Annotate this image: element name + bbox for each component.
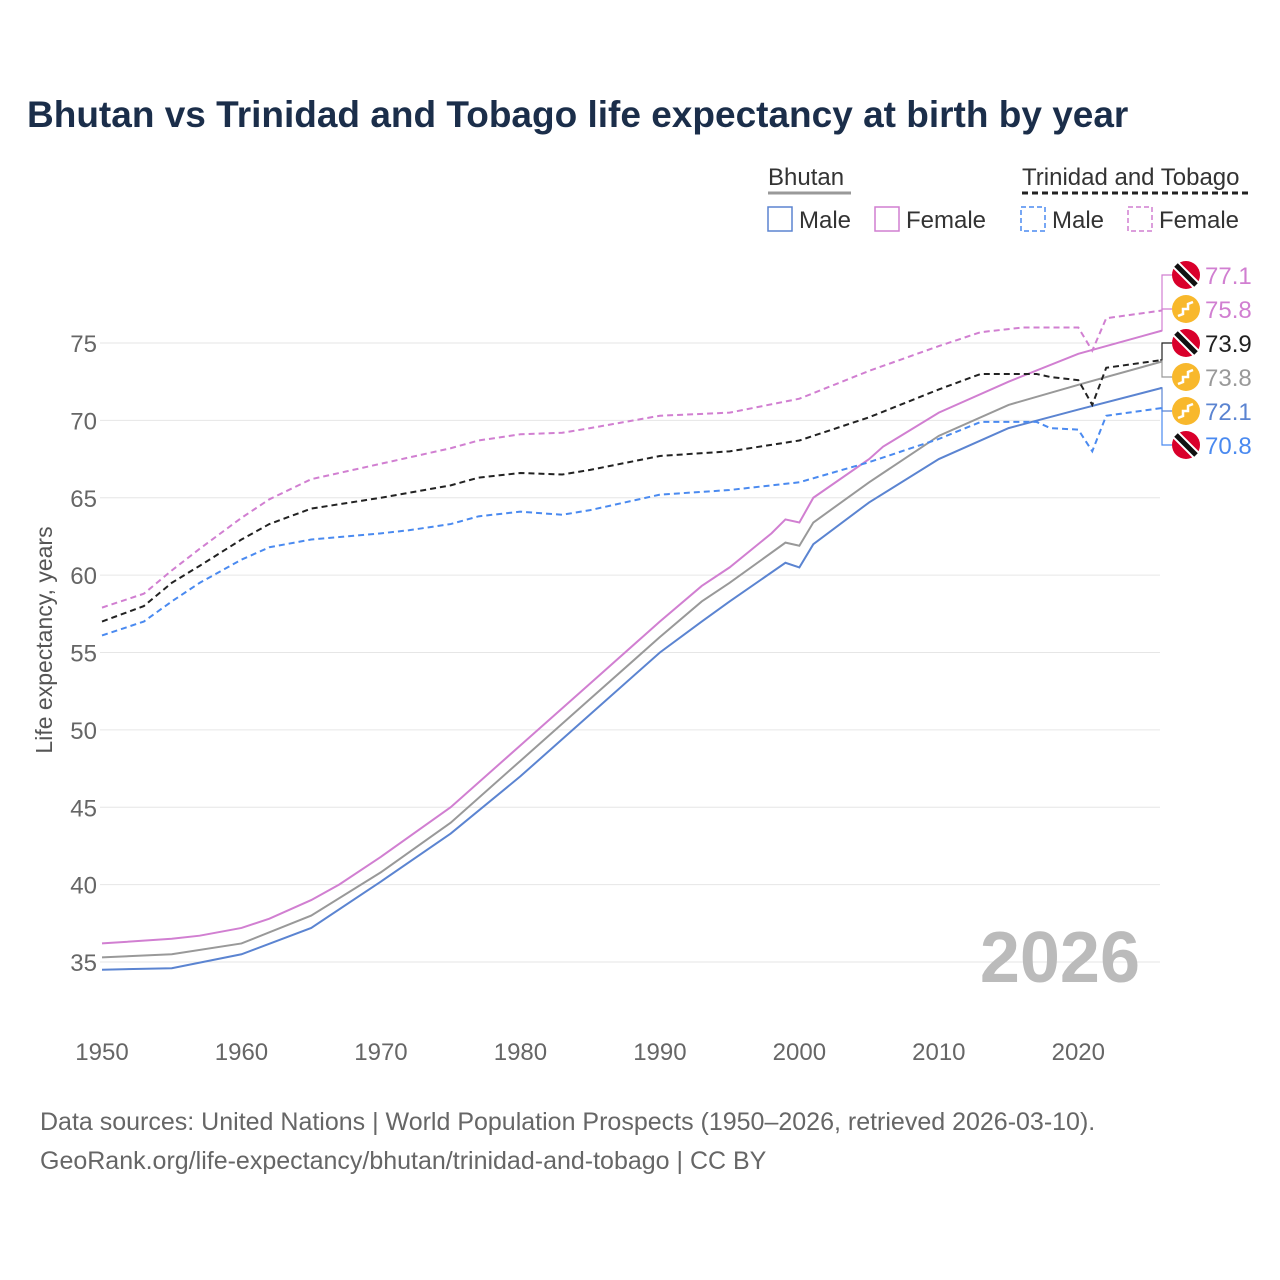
series-line [101, 386, 1163, 971]
dragon-glyph [1177, 300, 1194, 318]
chart-title: Bhutan vs Trinidad and Tobago life expec… [27, 94, 1129, 135]
series-line [101, 407, 1163, 637]
end-value-label: 73.9 [1205, 331, 1252, 358]
series-line [101, 360, 1163, 959]
y-tick-label: 70 [70, 408, 97, 435]
y-axis-label: Life expectancy, years [31, 526, 57, 753]
year-label: 2026 [980, 918, 1140, 998]
x-tick-label: 1990 [633, 1039, 686, 1066]
dragon-glyph [1177, 368, 1194, 386]
label-connector [1160, 360, 1172, 378]
y-tick-label: 45 [70, 795, 97, 822]
y-tick-label: 40 [70, 873, 97, 900]
flag-stripe [1174, 331, 1198, 355]
legend-item: Female [906, 207, 986, 234]
series-line [101, 359, 1163, 623]
flag-stripe [1174, 433, 1198, 457]
x-tick-label: 2020 [1052, 1039, 1105, 1066]
y-tick-label: 35 [70, 950, 97, 977]
legend-item: Female [1159, 207, 1239, 234]
x-tick-label: 1970 [354, 1039, 407, 1066]
end-value-label: 77.1 [1205, 263, 1252, 290]
y-tick-label: 65 [70, 486, 97, 513]
label-connector [1160, 342, 1172, 361]
y-tick-label: 55 [70, 641, 97, 668]
x-tick-label: 1950 [75, 1039, 128, 1066]
x-tick-label: 1980 [494, 1039, 547, 1066]
source-line: Data sources: United Nations | World Pop… [40, 1108, 1096, 1136]
end-value-label: 75.8 [1205, 297, 1252, 324]
y-tick-label: 50 [70, 718, 97, 745]
legend-swatch [1127, 206, 1153, 232]
y-tick-label: 75 [70, 331, 97, 358]
legend-swatch [767, 206, 793, 232]
legend-item: Male [799, 207, 851, 234]
legend-swatch [1020, 206, 1046, 232]
legend-group-trinidad: Trinidad and Tobago [1022, 164, 1240, 191]
end-value-label: 73.8 [1205, 365, 1252, 392]
series-line [101, 329, 1163, 945]
dragon-glyph [1177, 402, 1194, 420]
label-connector [1160, 387, 1172, 412]
source-url: GeoRank.org/life-expectancy/bhutan/trini… [40, 1147, 767, 1175]
legend-group-bhutan: Bhutan [768, 164, 844, 191]
end-value-label: 72.1 [1205, 399, 1252, 426]
legend-swatch [874, 206, 900, 232]
label-connector [1160, 308, 1172, 332]
label-connector [1160, 407, 1172, 446]
flag-stripe [1174, 263, 1198, 287]
y-tick-label: 60 [70, 563, 97, 590]
series-line [101, 309, 1163, 609]
x-tick-label: 1960 [215, 1039, 268, 1066]
label-connector [1160, 274, 1172, 312]
legend-item: Male [1052, 207, 1104, 234]
x-tick-label: 2000 [773, 1039, 826, 1066]
end-value-label: 70.8 [1205, 433, 1252, 460]
x-tick-label: 2010 [912, 1039, 965, 1066]
